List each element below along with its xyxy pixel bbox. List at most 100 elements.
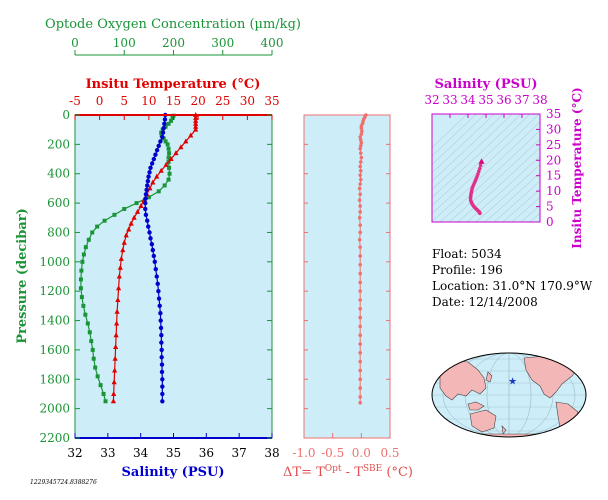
ts-salinity-axis-title: Salinity (PSU) xyxy=(435,77,538,92)
oxygen-point xyxy=(163,124,168,129)
ts-salinity-tick-label: 33 xyxy=(442,93,457,107)
float-info: Float: 5034 Profile: 196 Location: 31.0°… xyxy=(432,246,592,310)
land-se-asia-islands xyxy=(467,401,485,411)
salinity-point xyxy=(146,174,151,179)
ts-temperature-tick-label: 30 xyxy=(546,122,561,136)
oxygen-point xyxy=(78,286,83,291)
ts-contour xyxy=(511,196,540,222)
salinity-point xyxy=(145,218,150,223)
ts-temperature-tick-label: 20 xyxy=(546,153,561,167)
salinity-point xyxy=(159,340,164,345)
delta-point xyxy=(358,173,362,177)
salinity-point xyxy=(159,333,164,338)
ts-temperature-axis-title: Insitu Temperature (°C) xyxy=(570,87,584,248)
temperature-line xyxy=(112,115,197,402)
oxygen-point xyxy=(163,139,168,144)
oxygen-point xyxy=(83,312,88,317)
delta-point xyxy=(358,359,362,364)
pressure-tick-label: 800 xyxy=(47,225,70,239)
salinity-point xyxy=(153,152,158,157)
delta-point xyxy=(358,307,362,311)
ts-contour xyxy=(432,114,504,182)
salinity-axis-title: Salinity (PSU) xyxy=(122,465,225,480)
ts-temperature-tick-label: 0 xyxy=(546,215,554,229)
oxygen-point xyxy=(167,165,172,170)
delta-point xyxy=(358,386,362,390)
temperature-point xyxy=(163,161,169,167)
delta-point xyxy=(358,204,362,208)
temperature-tick-label: 5 xyxy=(120,94,128,108)
temperature-point xyxy=(183,138,189,144)
delta-point xyxy=(357,186,362,191)
delta-point xyxy=(358,223,362,227)
temperature-point xyxy=(150,179,156,185)
profile-plot-background xyxy=(75,115,272,438)
profile-number: Profile: 196 xyxy=(432,263,503,277)
oxygen-point xyxy=(165,142,170,147)
pressure-tick-label: 200 xyxy=(47,137,70,151)
pressure-tick-label: 1000 xyxy=(39,255,70,269)
oxygen-point xyxy=(122,206,127,211)
ts-point xyxy=(477,166,482,171)
delta-point xyxy=(359,155,364,160)
delta-point xyxy=(358,289,362,293)
delta-point xyxy=(357,237,362,242)
salinity-point xyxy=(143,200,148,206)
oxygen-point xyxy=(102,218,107,223)
serial-number: 1229345724.8388276 xyxy=(30,479,97,486)
salinity-point xyxy=(151,156,156,162)
temperature-point xyxy=(158,167,164,173)
salinity-point xyxy=(160,134,165,140)
delta-point xyxy=(358,245,362,249)
salinity-point xyxy=(156,296,162,301)
delta-point xyxy=(359,126,364,131)
ts-contour xyxy=(432,114,531,206)
oxygen-point xyxy=(167,171,172,176)
temperature-tick-label: 10 xyxy=(141,94,156,108)
oxygen-point xyxy=(166,146,171,151)
delta-point xyxy=(358,315,362,320)
oxygen-point xyxy=(80,259,85,264)
oxygen-point xyxy=(156,189,161,194)
temperature-point xyxy=(115,285,122,291)
delta-point xyxy=(358,324,362,329)
salinity-point xyxy=(162,117,168,122)
delta-point xyxy=(359,141,364,145)
salinity-point xyxy=(143,196,148,201)
salinity-point xyxy=(156,143,161,149)
salinity-point xyxy=(158,139,163,144)
salinity-point xyxy=(154,274,159,279)
temperature-point xyxy=(116,273,122,279)
salinity-point xyxy=(160,130,166,135)
pressure-tick-label: 2200 xyxy=(39,431,70,445)
salinity-point xyxy=(159,347,164,353)
oxygen-point xyxy=(169,118,174,123)
ts-point xyxy=(478,211,482,216)
salinity-tick-label: 38 xyxy=(264,446,279,460)
delta-point xyxy=(357,215,362,220)
delta-marks xyxy=(357,113,368,405)
temperature-point xyxy=(118,255,124,261)
temperature-point xyxy=(193,123,199,129)
profile-chart: 0200400600800100012001400160018002000220… xyxy=(15,17,301,480)
oxygen-point xyxy=(170,115,175,120)
oxygen-point xyxy=(78,277,83,282)
ts-contour xyxy=(432,114,522,198)
float-location-marker: ★ xyxy=(508,377,517,388)
temperature-point xyxy=(138,203,144,209)
salinity-point xyxy=(155,281,160,287)
temperature-point xyxy=(173,150,179,156)
ts-salinity-tick-label: 35 xyxy=(478,93,493,107)
ts-temperature-tick-label: 10 xyxy=(546,184,561,198)
land-australia xyxy=(469,409,497,433)
world-map: ★ xyxy=(431,352,587,438)
delta-point xyxy=(358,146,362,151)
salinity-point xyxy=(143,192,149,197)
oxygen-tick-label: 100 xyxy=(113,36,136,50)
oxygen-point xyxy=(95,224,100,229)
temperature-point xyxy=(193,117,199,123)
temperature-point xyxy=(128,220,134,226)
salinity-point xyxy=(159,362,165,367)
